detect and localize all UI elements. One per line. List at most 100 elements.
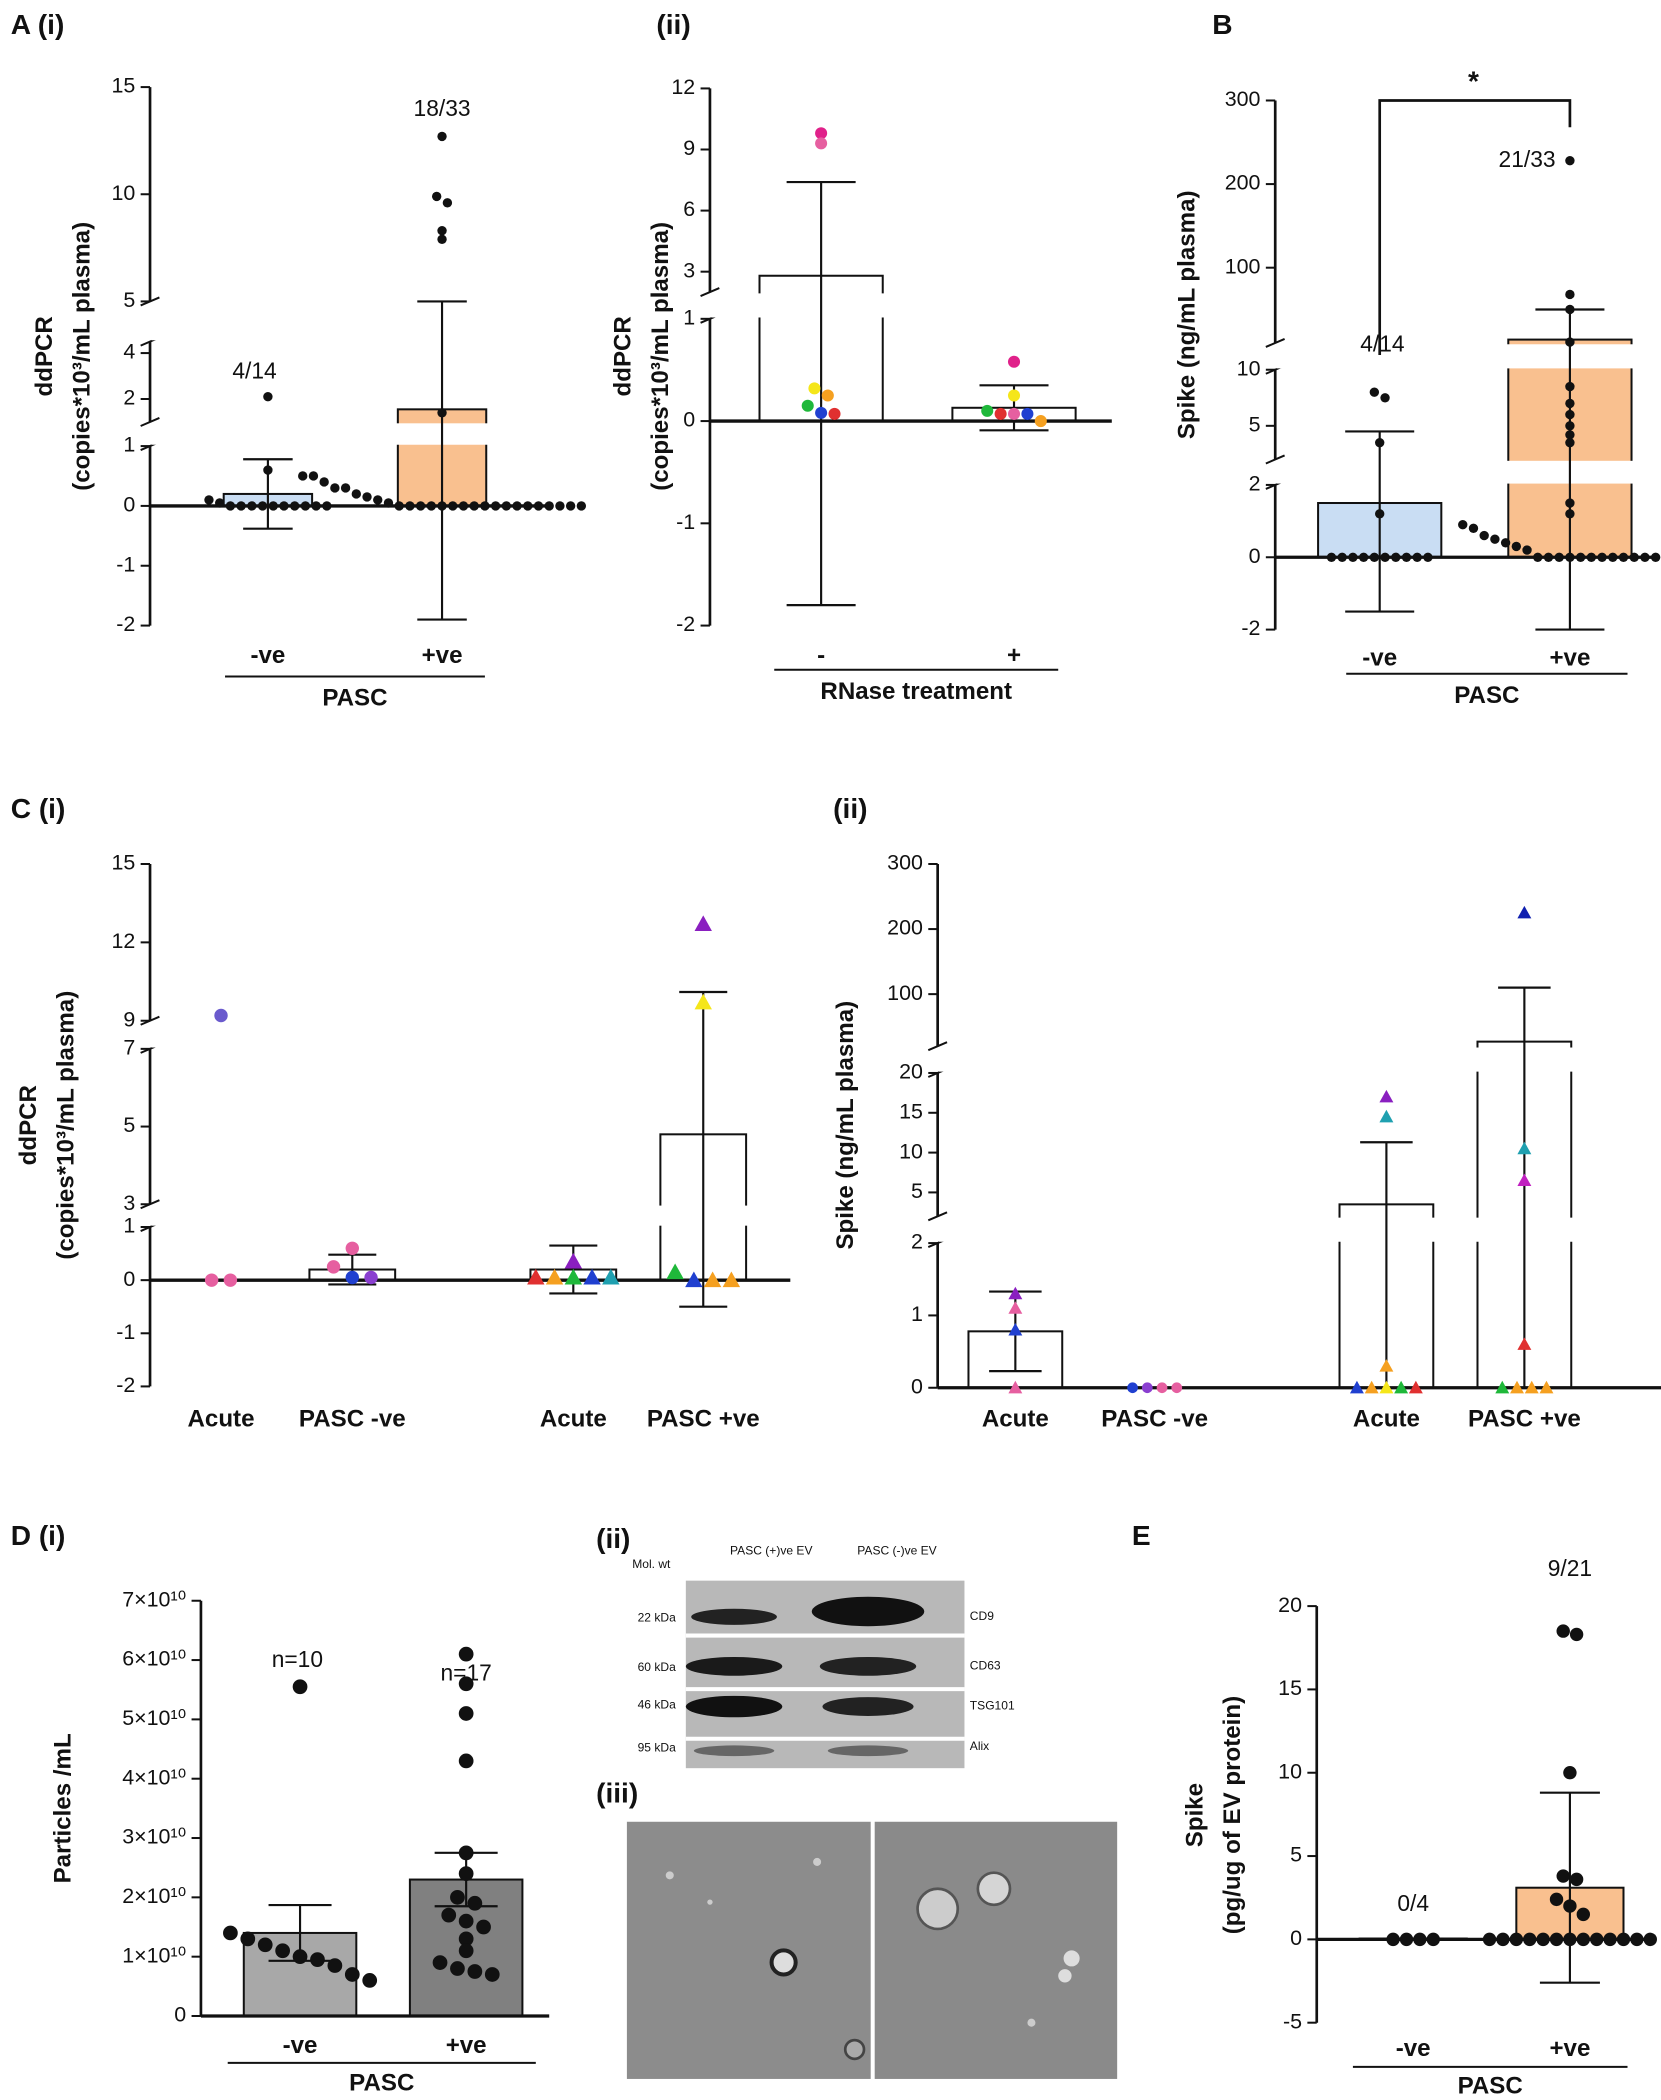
y-tick-label: 0: [1290, 1926, 1302, 1950]
data-point: [1349, 1380, 1364, 1394]
axis-gap: [1276, 460, 1660, 484]
data-point: [1569, 1627, 1584, 1642]
error-bar: [1539, 1791, 1600, 1984]
data-point: [1496, 1932, 1510, 1947]
y-tick-label: 4: [123, 340, 135, 364]
data-point: [1500, 538, 1511, 548]
data-point: [1326, 552, 1337, 562]
data-point: [1458, 520, 1468, 530]
x-tick-label: +ve: [1549, 644, 1590, 671]
y-tick-label: -1: [116, 552, 135, 576]
data-point: [1511, 541, 1522, 552]
axis-gap: [151, 1205, 792, 1226]
chart: A (i) ddPCR (copies*10³/mL plasma) -2 -1 0 1 2 4…: [11, 9, 587, 712]
mol-wt: 22 kDa: [638, 1610, 676, 1624]
data-point: [214, 498, 225, 508]
y-tick-label: 0: [683, 408, 695, 432]
data-point: [1556, 1869, 1570, 1883]
y-tick-label: 3×10¹⁰: [122, 1825, 186, 1849]
data-point: [501, 501, 512, 511]
data-point: [268, 501, 278, 511]
data-point: [1156, 1382, 1168, 1394]
data-point: [344, 1967, 360, 1982]
data-point: [480, 501, 490, 511]
panel-label: A (i): [11, 9, 65, 40]
data-point: [1380, 393, 1390, 403]
axis-break: [140, 417, 160, 427]
data-point: [458, 1931, 474, 1947]
data-point: [1369, 387, 1380, 397]
annotation: n=10: [272, 1646, 323, 1672]
x-tick-label: +ve: [1549, 2035, 1590, 2062]
data-point: [458, 1943, 474, 1959]
axis-gap: [711, 293, 1114, 318]
data-point: [1379, 1109, 1394, 1123]
em-image: [874, 1821, 1118, 2079]
data-point: [467, 1895, 483, 1911]
x-axis-label: PASC: [1458, 2072, 1523, 2099]
data-point: [1394, 1380, 1409, 1394]
data-point: [1603, 1932, 1617, 1947]
data-point: [815, 127, 828, 140]
y-tick-label: 2: [911, 1230, 923, 1254]
data-point: [257, 1937, 273, 1953]
error-bar: [417, 300, 467, 621]
chart: C (i) ddPCR (copies*10³/mL plasma) -2 -1 0 13 5…: [11, 793, 792, 1432]
data-point: [1127, 1382, 1138, 1394]
data-point: [602, 1268, 620, 1285]
blot-band: [685, 1657, 783, 1676]
chart: D (i) Particles /mL 0 1×10¹⁰ 2×10¹⁰ 3×10¹⁰ 4×1…: [11, 1520, 550, 2097]
data-point: [415, 501, 426, 511]
data-point: [1426, 1932, 1440, 1947]
data-point: [576, 501, 587, 511]
data-point: [1640, 552, 1650, 562]
vesicle: [1058, 1969, 1072, 1983]
y-tick-label: 5: [1249, 412, 1261, 436]
data-point: [373, 495, 383, 505]
y-tick-label: 20: [1278, 1593, 1302, 1617]
data-point: [1008, 1322, 1023, 1336]
y-tick-label: 9: [683, 136, 695, 160]
blot-band: [685, 1695, 783, 1718]
data-point: [1391, 552, 1401, 562]
y-axis-label: Particles /mL: [50, 1733, 77, 1883]
data-point: [1021, 407, 1034, 420]
data-point: [345, 1241, 359, 1255]
data-point: [1565, 498, 1575, 508]
data-point: [1008, 1380, 1023, 1394]
x-tick-label: PASC -ve: [299, 1405, 406, 1432]
data-point: [1616, 1932, 1631, 1947]
y-tick-label: 100: [1225, 254, 1261, 278]
error-bar: [1345, 430, 1415, 613]
y-axis-label: (pg/ug of EV protein): [1219, 1696, 1246, 1934]
data-point: [362, 492, 372, 502]
x-tick-label: Acute: [540, 1405, 607, 1432]
data-point: [666, 1263, 684, 1280]
data-point: [437, 234, 447, 244]
data-point: [223, 1273, 238, 1287]
blot-band: [693, 1745, 775, 1757]
axis-gap: [939, 1047, 1661, 1072]
y-tick-label: 2×10¹⁰: [122, 1884, 186, 1908]
data-point: [527, 1268, 545, 1285]
data-point: [236, 501, 246, 511]
y-axis-label: ddPCR: [15, 1085, 42, 1165]
data-point: [1379, 1359, 1394, 1372]
data-point: [458, 1753, 474, 1769]
blot-band: [827, 1745, 909, 1757]
data-point: [204, 495, 214, 505]
data-point: [1629, 552, 1639, 562]
data-point: [1369, 552, 1380, 562]
y-axis-label: ddPCR: [610, 316, 637, 396]
axis-break: [1265, 454, 1285, 465]
vesicle: [1027, 2018, 1036, 2027]
y-axis-label: Spike (ng/mL plasma): [1174, 190, 1201, 439]
data-point: [1379, 1380, 1394, 1394]
x-axis-label: PASC: [349, 2070, 414, 2097]
data-point: [437, 408, 447, 418]
marker-name: Alix: [970, 1739, 989, 1753]
data-point: [1533, 552, 1543, 562]
data-point: [1034, 415, 1047, 428]
data-point: [1399, 1932, 1414, 1947]
